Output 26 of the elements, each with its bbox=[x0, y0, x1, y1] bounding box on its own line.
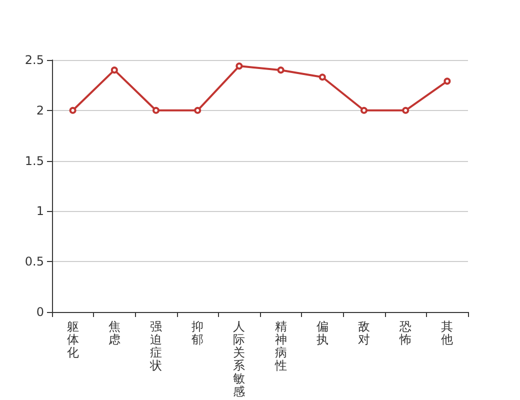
point bbox=[110, 66, 118, 74]
x-tick-label: 强迫症状 bbox=[149, 320, 162, 372]
point bbox=[69, 106, 76, 114]
x-tick-label: 人际关系敏感 bbox=[233, 320, 246, 398]
x-tick-label: 其他 bbox=[441, 320, 454, 346]
point bbox=[318, 74, 326, 81]
y-tick-label: 1 bbox=[36, 204, 44, 218]
x-tick-label: 精神病性 bbox=[274, 320, 287, 372]
point bbox=[360, 106, 368, 114]
x-tick-label: 恐怖 bbox=[398, 320, 412, 346]
point bbox=[194, 106, 202, 114]
y-tick-label: 0 bbox=[36, 305, 44, 319]
y-tick-label: 1.5 bbox=[24, 154, 44, 168]
point bbox=[402, 106, 410, 114]
y-tick-label: 2 bbox=[36, 103, 44, 118]
x-tick-label: 敌对 bbox=[358, 320, 370, 346]
y-tick-label: 0.5 bbox=[24, 254, 44, 269]
x-tick-label: 躯体化 bbox=[66, 320, 79, 360]
point bbox=[236, 62, 243, 70]
x-tick-label: 偏执 bbox=[316, 320, 328, 346]
x-tick-label: 抑郁 bbox=[192, 320, 204, 346]
x-tick-label: 焦虑 bbox=[108, 320, 120, 346]
y-tick-label: 2.5 bbox=[24, 53, 44, 67]
point bbox=[444, 78, 451, 85]
point bbox=[277, 66, 284, 74]
point bbox=[152, 106, 160, 114]
